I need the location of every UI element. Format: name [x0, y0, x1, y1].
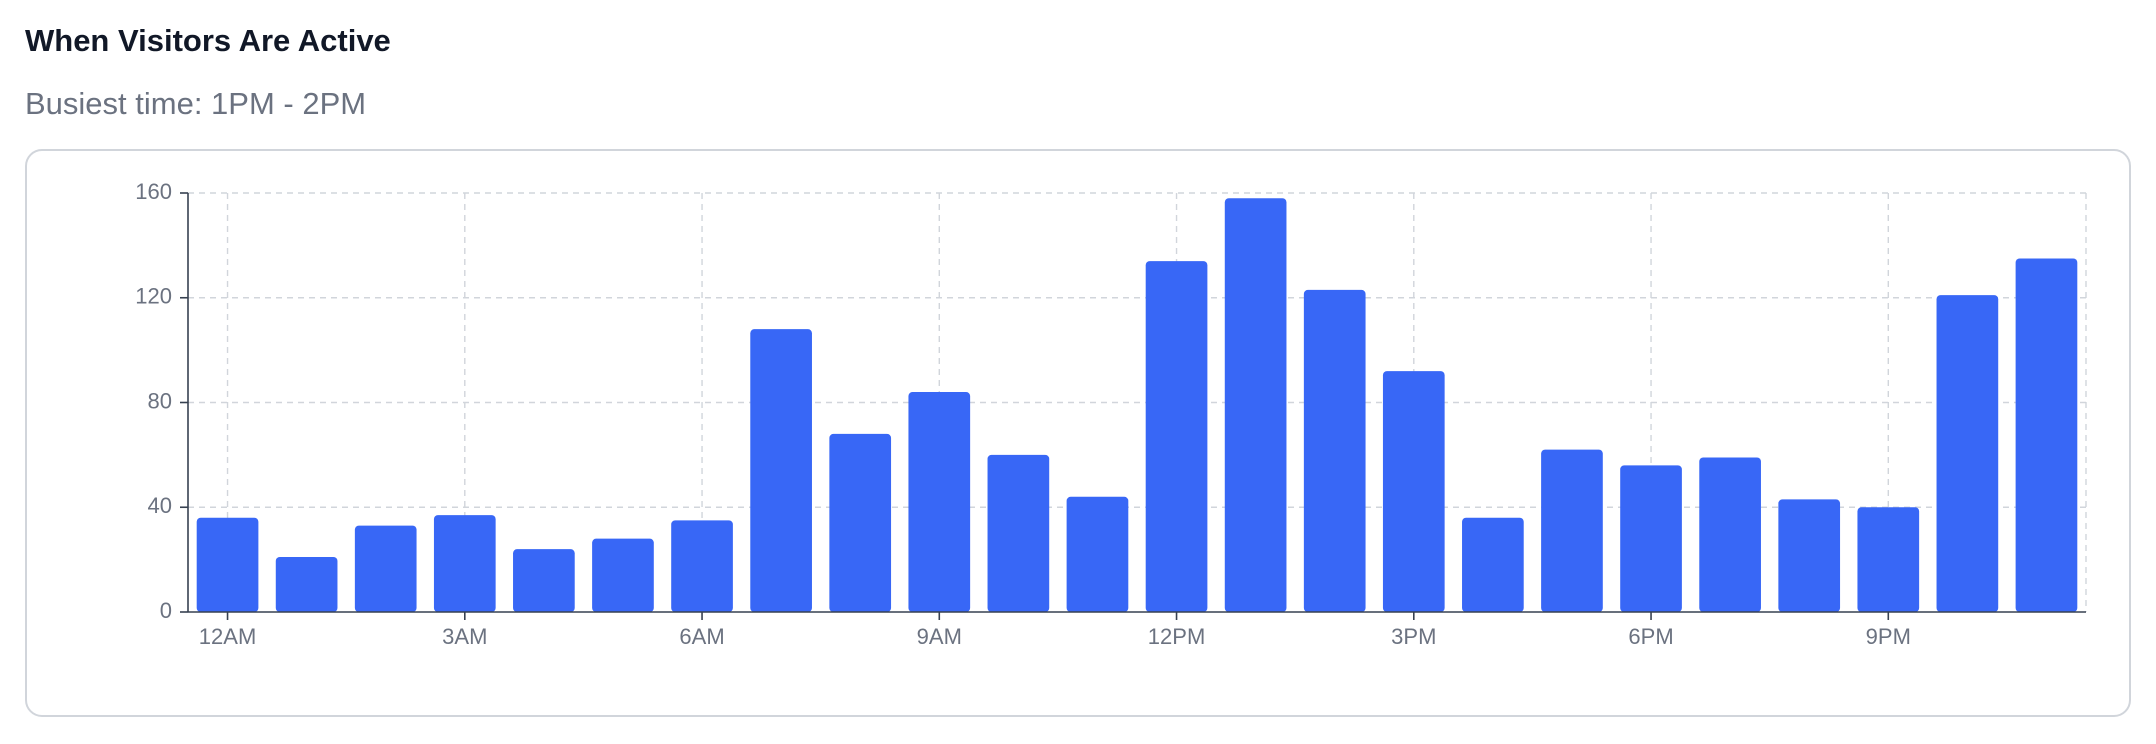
- bar: [1303, 289, 1366, 612]
- bar: [750, 329, 812, 612]
- x-tick-label: 9AM: [917, 624, 962, 649]
- bar: [671, 520, 733, 612]
- bar: [1699, 457, 1761, 612]
- bar: [1936, 295, 1999, 612]
- bar: [1620, 465, 1682, 612]
- bar: [513, 549, 575, 612]
- x-tick-label: 3PM: [1391, 624, 1436, 649]
- bar: [987, 454, 1050, 612]
- x-tick-label: 3AM: [442, 624, 487, 649]
- bar: [1066, 496, 1129, 612]
- card: [25, 149, 2131, 717]
- y-tick-label: 120: [135, 284, 172, 309]
- bar: [908, 392, 971, 612]
- bar: [829, 433, 892, 612]
- x-tick-label: 12AM: [199, 624, 256, 649]
- bar: [1857, 507, 1920, 612]
- x-tick-label: 12PM: [1148, 624, 1205, 649]
- bar: [2015, 258, 2078, 612]
- x-tick-label: 6PM: [1628, 624, 1673, 649]
- bar: [1382, 371, 1445, 612]
- y-tick-label: 80: [148, 388, 172, 413]
- x-tick-label: 6AM: [679, 624, 724, 649]
- bar: [1778, 499, 1841, 612]
- bar: [1145, 261, 1208, 612]
- y-tick-label: 160: [135, 179, 172, 204]
- x-tick-label: 9PM: [1866, 624, 1911, 649]
- y-tick-label: 40: [148, 493, 172, 518]
- bar: [1541, 449, 1603, 612]
- bar: [592, 538, 654, 612]
- bar: [196, 517, 259, 612]
- bar: [433, 515, 496, 612]
- chart-title: When Visitors Are Active: [25, 23, 391, 58]
- bar: [1224, 198, 1287, 613]
- bar: [354, 525, 417, 612]
- bar: [275, 557, 338, 612]
- y-tick-label: 0: [160, 598, 172, 623]
- bar: [1462, 517, 1524, 612]
- chart-subtitle: Busiest time: 1PM - 2PM: [25, 86, 366, 121]
